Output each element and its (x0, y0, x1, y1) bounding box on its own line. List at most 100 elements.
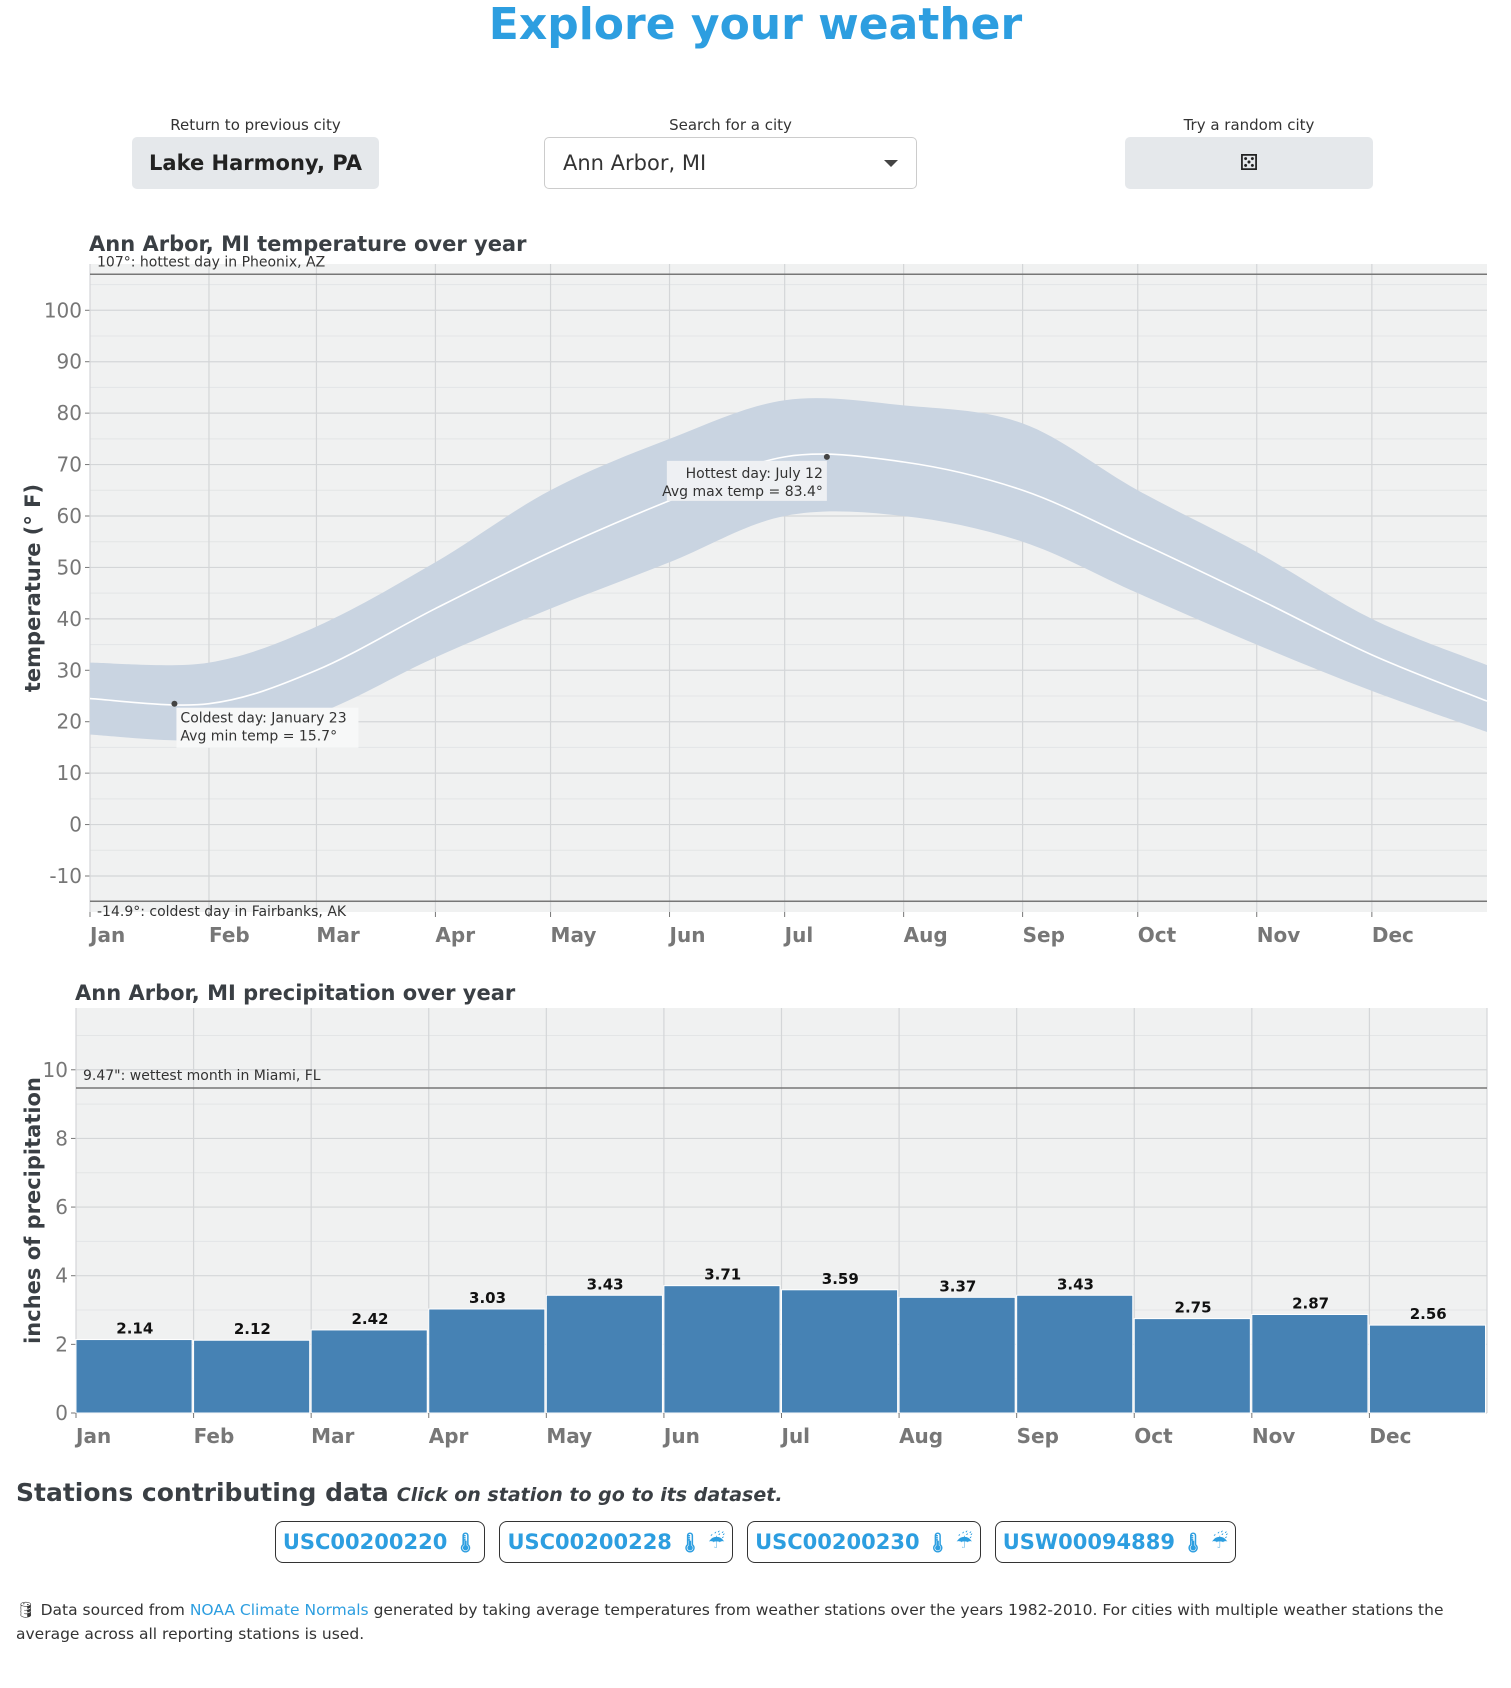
x-tick-label: Jun (668, 923, 706, 947)
chevron-down-icon[interactable] (884, 159, 898, 167)
thermometer-icon: 🌡 (925, 1531, 950, 1554)
y-tick-label: 8 (55, 1126, 68, 1150)
x-tick-label: Aug (904, 923, 948, 947)
bar-value-label: 2.87 (1292, 1294, 1329, 1312)
reference-line-label: 107°: hottest day in Pheonix, AZ (97, 254, 325, 270)
y-tick-label: 100 (44, 298, 82, 322)
bar-value-label: 2.56 (1410, 1305, 1447, 1323)
thermometer-icon: 🌡 (453, 1531, 478, 1554)
bar-value-label: 2.12 (234, 1320, 271, 1338)
annotation-point (171, 700, 178, 707)
rain-cloud-icon: ☔ (708, 1531, 726, 1553)
x-tick-label: Feb (194, 1424, 235, 1448)
y-tick-label: 10 (43, 1058, 68, 1082)
y-tick-label: 70 (57, 453, 82, 477)
y-tick-label: 90 (57, 350, 82, 374)
stations-title: Stations contributing data (16, 1478, 389, 1507)
precipitation-bar (545, 1294, 663, 1414)
footer-suffix: generated by taking average temperatures… (16, 1601, 1444, 1643)
station-button[interactable]: USC00200230 🌡 ☔ (747, 1521, 981, 1563)
rain-cloud-icon: ☔ (955, 1531, 973, 1553)
x-tick-label: Dec (1372, 923, 1414, 947)
dice-icon: ⚄ (1239, 150, 1259, 176)
x-tick-label: Jul (780, 1424, 811, 1448)
city-search-value: Ann Arbor, MI (563, 151, 707, 175)
y-tick-label: 60 (57, 504, 82, 528)
precipitation-bar (898, 1296, 1016, 1414)
temperature-chart-title: Ann Arbor, MI temperature over year (89, 232, 527, 256)
annotation-label: Avg min temp = 15.7° (180, 729, 337, 745)
page-title: Explore your weather (488, 0, 1023, 50)
bar-value-label: 2.75 (1175, 1299, 1212, 1317)
precipitation-bar (663, 1285, 781, 1414)
search-city-label: Search for a city (669, 116, 792, 134)
y-tick-label: 6 (55, 1195, 68, 1219)
station-button[interactable]: USC00200228 🌡 ☔ (499, 1521, 734, 1563)
y-tick-label: 20 (57, 710, 82, 734)
station-id: USW00094889 (1002, 1530, 1175, 1554)
x-tick-label: Jul (783, 923, 814, 947)
precipitation-bar (1368, 1324, 1486, 1414)
y-tick-label: 30 (57, 658, 82, 682)
thermometer-icon: 🌡 (1181, 1531, 1206, 1554)
x-tick-label: Nov (1252, 1424, 1296, 1448)
station-id: USC00200228 (507, 1530, 672, 1554)
annotation-point (823, 453, 830, 460)
footer-prefix: Data sourced from (40, 1601, 190, 1619)
precipitation-bar (193, 1339, 311, 1414)
stations-heading: Stations contributing data Click on stati… (16, 1478, 783, 1507)
reference-line-label: -14.9°: coldest day in Fairbanks, AK (97, 904, 347, 920)
reference-line-label: 9.47": wettest month in Miami, FL (83, 1068, 321, 1084)
x-tick-label: Apr (429, 1424, 469, 1448)
city-search-select[interactable]: Ann Arbor, MI (544, 137, 917, 189)
station-button[interactable]: USW00094889 🌡 ☔ (994, 1521, 1237, 1563)
y-tick-label: 4 (55, 1264, 68, 1288)
x-tick-label: Sep (1017, 1424, 1059, 1448)
station-button[interactable]: USC00200220 🌡 (274, 1521, 486, 1563)
x-tick-label: Jan (74, 1424, 111, 1448)
annotation-box (176, 707, 359, 748)
x-tick-label: Mar (311, 1424, 354, 1448)
x-tick-label: Dec (1369, 1424, 1411, 1448)
temperature-chart: Ann Arbor, MI temperature over year10090… (21, 232, 1488, 947)
x-tick-label: May (546, 1424, 592, 1448)
bar-value-label: 3.03 (469, 1289, 506, 1307)
bar-value-label: 3.59 (822, 1270, 859, 1288)
data-source-note: 🛢 Data sourced from NOAA Climate Normals… (16, 1598, 1486, 1646)
y-tick-label: 80 (57, 401, 82, 425)
bar-value-label: 3.43 (1057, 1275, 1094, 1293)
y-tick-label: 0 (69, 813, 82, 837)
x-tick-label: Mar (316, 923, 359, 947)
x-tick-label: Feb (209, 923, 250, 947)
previous-city-button[interactable]: Lake Harmony, PA (132, 137, 379, 189)
y-tick-label: 10 (57, 761, 82, 785)
stations-hint: Click on station to go to its dataset. (396, 1484, 783, 1506)
precipitation-bar (1133, 1318, 1251, 1414)
previous-city-label: Return to previous city (170, 116, 341, 134)
y-tick-label: 2 (55, 1332, 68, 1356)
random-city-label: Try a random city (1183, 116, 1315, 134)
x-tick-label: Nov (1257, 923, 1301, 947)
noaa-link[interactable]: NOAA Climate Normals (189, 1601, 369, 1619)
x-tick-label: May (551, 923, 597, 947)
y-tick-label: -10 (49, 864, 82, 888)
annotation-label: Hottest day: July 12 (686, 466, 823, 482)
precipitation-bar (1016, 1294, 1134, 1414)
x-tick-label: Sep (1023, 923, 1065, 947)
annotation-label: Coldest day: January 23 (180, 711, 346, 727)
x-tick-label: Jan (88, 923, 125, 947)
temperature-range-band (90, 398, 1487, 741)
x-tick-label: Jun (662, 1424, 700, 1448)
temperature-axis-label: temperature (° F) (21, 484, 45, 692)
precipitation-bar (310, 1329, 428, 1414)
random-city-button[interactable]: ⚄ (1125, 137, 1373, 189)
y-tick-label: 50 (57, 555, 82, 579)
x-tick-label: Oct (1134, 1424, 1173, 1448)
y-tick-label: 40 (57, 607, 82, 631)
station-list: USC00200220 🌡 USC00200228 🌡 ☔ USC0020023… (0, 1521, 1511, 1563)
bar-value-label: 3.43 (587, 1275, 624, 1293)
bar-value-label: 2.42 (351, 1310, 388, 1328)
precipitation-bar (781, 1289, 899, 1414)
bar-value-label: 2.14 (116, 1320, 153, 1338)
bar-value-label: 3.37 (939, 1277, 976, 1295)
